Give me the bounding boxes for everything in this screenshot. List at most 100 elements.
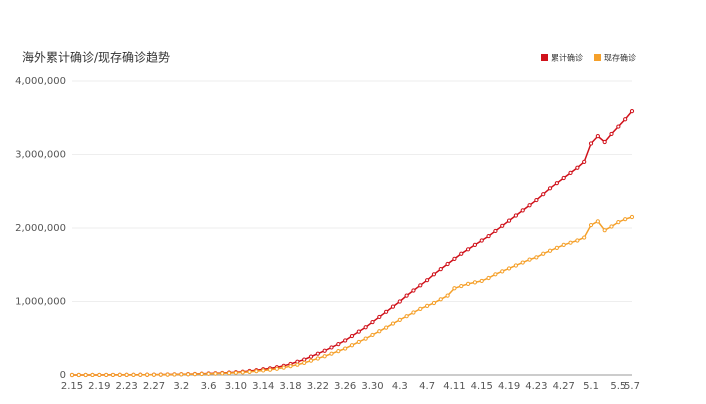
point [452,286,457,291]
x-tick-label: 2.15 [61,381,83,392]
point [411,310,416,315]
point [138,372,143,377]
point [179,372,184,377]
point [349,333,355,339]
point [363,336,368,341]
point [629,109,635,114]
point [527,203,532,208]
point [308,354,314,359]
x-tick-label: 5.7 [624,381,640,392]
point [384,325,389,330]
point [240,370,245,375]
point [302,357,307,362]
point [363,325,368,330]
point [131,372,136,377]
point [582,235,587,240]
point [452,256,457,261]
point [233,370,239,375]
point [547,186,553,191]
x-tick-label: 5.1 [583,381,599,392]
point [90,372,95,378]
point [534,255,539,260]
point [547,248,553,253]
point [158,372,163,377]
x-tick-label: 3.6 [201,381,217,392]
point [110,372,116,378]
point [308,358,314,363]
point [404,293,409,298]
point [588,141,594,146]
point [629,214,635,220]
point [226,370,232,376]
y-tick-label: 0 [60,370,66,381]
point [315,356,320,361]
point [568,240,573,245]
point [520,208,525,213]
point [486,233,491,239]
x-tick-label: 4.7 [419,381,435,392]
x-tick-label: 2.23 [116,381,138,392]
point [438,267,443,272]
point [295,362,300,367]
point [322,354,327,359]
point [623,117,628,122]
point [527,257,532,262]
point [561,242,566,248]
point [520,260,525,265]
point [465,281,471,286]
point [151,372,157,377]
point [397,317,402,322]
point [343,346,348,351]
y-tick-label: 2,000,000 [15,223,66,234]
point [602,139,607,145]
point [418,306,423,311]
point [486,275,491,281]
y-tick-label: 1,000,000 [15,297,66,308]
point [384,309,389,314]
x-tick-label: 4.3 [392,381,408,392]
point [69,372,75,378]
point [336,349,341,354]
point [459,283,464,289]
point [322,348,327,353]
point [445,293,450,298]
point [356,339,361,345]
point [315,351,320,356]
point [336,342,341,347]
point [261,368,266,373]
series-line [71,216,633,376]
point [500,223,505,228]
point [554,181,559,186]
legend-label: 现存确诊 [604,53,636,63]
point [554,245,559,250]
point [616,124,621,129]
x-tick-label: 3.30 [361,381,383,392]
x-tick-label: 4.23 [525,381,547,392]
point [274,366,279,371]
point [431,272,437,277]
chart-title: 海外累计确诊/现存确诊趋势 [22,50,170,65]
point [541,251,546,256]
x-tick-label: 4.15 [471,381,493,392]
point [425,303,430,309]
point [459,251,464,256]
point [370,319,375,325]
point [83,372,88,378]
point [370,332,375,338]
point [425,278,430,283]
point [445,261,450,267]
point [472,242,478,248]
point [465,247,471,252]
point [623,217,628,222]
x-tick-label: 3.22 [307,381,329,392]
x-tick-label: 3.18 [279,381,301,392]
x-tick-label: 2.19 [88,381,110,392]
point [185,372,191,377]
point [431,300,437,306]
point [206,371,211,376]
point [575,238,580,243]
point [247,369,252,374]
x-tick-label: 4.11 [443,381,465,392]
x-tick-label: 3.26 [334,381,356,392]
